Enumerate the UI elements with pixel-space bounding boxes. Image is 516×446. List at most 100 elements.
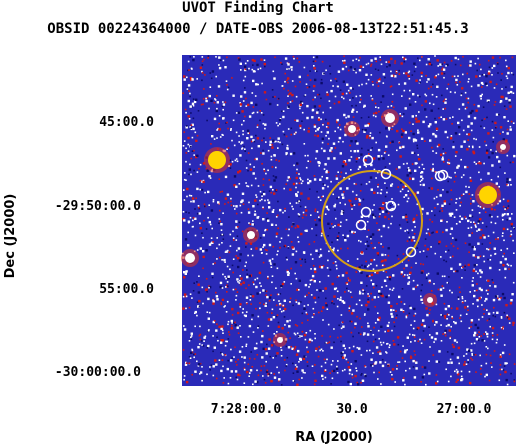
noise-pixel [224, 344, 227, 347]
noise-pixel [381, 253, 384, 257]
noise-pixel [421, 163, 424, 166]
noise-pixel [211, 272, 214, 275]
noise-pixel [196, 78, 198, 80]
noise-pixel [417, 57, 419, 59]
noise-pixel [216, 323, 218, 325]
noise-pixel [492, 141, 494, 143]
noise-pixel [311, 258, 314, 260]
noise-pixel [451, 75, 454, 78]
noise-pixel [407, 190, 410, 192]
noise-pixel [457, 247, 459, 250]
noise-pixel [418, 166, 421, 169]
noise-pixel [355, 157, 359, 160]
noise-pixel [216, 107, 218, 110]
noise-pixel [370, 95, 372, 97]
noise-pixel [344, 236, 346, 239]
noise-pixel [504, 257, 507, 261]
noise-pixel [430, 109, 433, 112]
noise-pixel [264, 65, 266, 68]
noise-pixel [228, 251, 231, 253]
noise-pixel [244, 150, 246, 152]
noise-pixel [494, 252, 497, 255]
noise-pixel [314, 134, 316, 137]
noise-pixel [412, 132, 415, 136]
noise-pixel [222, 332, 224, 334]
star [348, 125, 356, 133]
noise-pixel [352, 345, 355, 348]
noise-pixel [401, 357, 404, 359]
noise-pixel [442, 148, 444, 150]
noise-pixel [279, 246, 281, 249]
noise-pixel [350, 169, 352, 171]
noise-pixel [478, 212, 481, 214]
noise-pixel [320, 118, 322, 121]
noise-pixel [327, 126, 329, 129]
noise-pixel [194, 208, 196, 210]
noise-pixel [302, 371, 305, 374]
noise-pixel [270, 372, 273, 374]
noise-pixel [285, 256, 288, 259]
noise-pixel [358, 59, 360, 62]
noise-pixel [513, 379, 516, 381]
noise-pixel [331, 249, 335, 252]
noise-pixel [234, 159, 237, 162]
noise-pixel [196, 187, 199, 191]
noise-pixel [487, 59, 490, 62]
noise-pixel [251, 314, 254, 317]
noise-pixel [190, 195, 193, 197]
noise-pixel [367, 325, 370, 328]
noise-pixel [239, 275, 241, 277]
noise-pixel [299, 124, 302, 128]
noise-pixel [416, 144, 418, 147]
noise-pixel [185, 152, 188, 154]
noise-pixel [241, 147, 244, 149]
noise-pixel [401, 136, 403, 138]
noise-pixel [412, 334, 414, 336]
noise-pixel [478, 297, 481, 300]
noise-pixel [450, 361, 453, 364]
noise-pixel [373, 216, 376, 219]
noise-pixel [406, 174, 409, 177]
noise-pixel [287, 346, 291, 349]
noise-pixel [242, 100, 245, 102]
noise-pixel [379, 56, 381, 58]
noise-pixel [387, 105, 389, 108]
noise-pixel [375, 177, 377, 179]
noise-pixel [413, 376, 417, 379]
noise-pixel [257, 145, 260, 148]
noise-pixel [473, 294, 476, 298]
noise-pixel [354, 322, 357, 325]
noise-pixel [390, 85, 393, 87]
noise-pixel [328, 100, 331, 102]
noise-pixel [435, 332, 439, 335]
noise-pixel [444, 334, 447, 337]
noise-pixel [295, 250, 298, 253]
noise-pixel [431, 177, 433, 180]
noise-pixel [329, 73, 332, 75]
noise-pixel [201, 70, 203, 73]
noise-pixel [459, 64, 462, 67]
noise-pixel [510, 372, 512, 375]
noise-pixel [324, 213, 327, 215]
noise-pixel [250, 184, 253, 187]
noise-pixel [206, 373, 208, 376]
noise-pixel [243, 65, 247, 68]
noise-pixel [503, 296, 506, 300]
noise-pixel [501, 368, 503, 371]
noise-pixel [445, 65, 447, 67]
noise-pixel [201, 379, 203, 382]
noise-pixel [196, 249, 199, 251]
noise-pixel [395, 70, 398, 72]
noise-pixel [417, 326, 420, 330]
noise-pixel [332, 369, 336, 373]
noise-pixel [499, 368, 502, 371]
noise-pixel [215, 56, 217, 58]
noise-pixel [408, 238, 411, 241]
noise-pixel [295, 193, 298, 196]
noise-pixel [220, 369, 223, 373]
noise-pixel [298, 279, 301, 282]
noise-pixel [426, 273, 428, 276]
noise-pixel [435, 152, 438, 154]
noise-pixel [340, 355, 343, 358]
noise-pixel [380, 344, 383, 346]
